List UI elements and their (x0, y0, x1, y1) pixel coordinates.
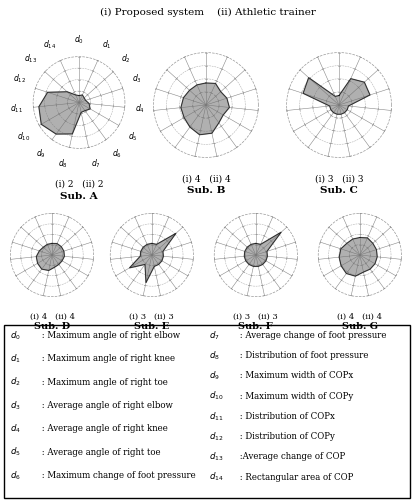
Text: Sub. C: Sub. C (320, 186, 358, 195)
Text: :Average change of COP: :Average change of COP (238, 452, 346, 462)
Text: $d_8$: $d_8$ (209, 350, 220, 362)
Text: : Average angle of right toe: : Average angle of right toe (39, 448, 160, 456)
Text: $d_5$: $d_5$ (10, 446, 21, 458)
Text: (i) 3   (ii) 3: (i) 3 (ii) 3 (129, 312, 174, 320)
Text: Sub. B: Sub. B (187, 186, 225, 195)
Polygon shape (339, 238, 377, 276)
Text: : Distribution of COPx: : Distribution of COPx (238, 412, 335, 421)
Text: $d_{12}$: $d_{12}$ (209, 430, 223, 443)
Text: $d_1$: $d_1$ (102, 39, 111, 52)
Text: : Distribution of foot pressure: : Distribution of foot pressure (238, 351, 369, 360)
Text: $d_9$: $d_9$ (36, 148, 46, 160)
Text: $d_6$: $d_6$ (10, 469, 21, 482)
Text: $d_{10}$: $d_{10}$ (209, 390, 224, 402)
Text: $d_4$: $d_4$ (135, 102, 145, 115)
Text: : Maximum width of COPy: : Maximum width of COPy (238, 392, 354, 400)
Text: (i) 2   (ii) 2: (i) 2 (ii) 2 (55, 180, 103, 188)
Text: Sub. G: Sub. G (342, 322, 378, 331)
Text: $d_1$: $d_1$ (10, 352, 21, 365)
Text: $d_{14}$: $d_{14}$ (43, 39, 56, 52)
Text: $d_0$: $d_0$ (10, 329, 21, 342)
Text: : Maximum width of COPx: : Maximum width of COPx (238, 372, 354, 380)
Text: $d_5$: $d_5$ (128, 130, 137, 143)
Text: (i) 4   (ii) 4: (i) 4 (ii) 4 (181, 175, 230, 184)
Text: (i) 4   (ii) 4: (i) 4 (ii) 4 (337, 312, 382, 320)
Text: $d_{10}$: $d_{10}$ (17, 130, 30, 143)
Text: (i) 3   (ii) 3: (i) 3 (ii) 3 (233, 312, 278, 320)
Text: : Average change of foot pressure: : Average change of foot pressure (238, 331, 387, 340)
Polygon shape (181, 83, 229, 135)
Text: : Rectangular area of COP: : Rectangular area of COP (238, 472, 354, 482)
Text: $d_{11}$: $d_{11}$ (10, 102, 23, 115)
Text: $d_{13}$: $d_{13}$ (209, 450, 224, 463)
Text: $d_2$: $d_2$ (121, 52, 130, 65)
Text: $d_4$: $d_4$ (10, 422, 21, 435)
Text: $d_{11}$: $d_{11}$ (209, 410, 223, 422)
Text: (i) Proposed system    (ii) Athletic trainer: (i) Proposed system (ii) Athletic traine… (100, 8, 316, 16)
Text: : Average angle of right elbow: : Average angle of right elbow (39, 401, 173, 410)
Text: $d_7$: $d_7$ (209, 329, 220, 342)
Text: $d_6$: $d_6$ (112, 148, 122, 160)
Text: $d_2$: $d_2$ (10, 376, 21, 388)
Polygon shape (244, 232, 281, 266)
Text: $d_{12}$: $d_{12}$ (12, 72, 26, 85)
Text: Sub. A: Sub. A (60, 192, 98, 200)
Text: : Maximum change of foot pressure: : Maximum change of foot pressure (39, 471, 196, 480)
Polygon shape (36, 244, 64, 270)
Polygon shape (303, 78, 370, 114)
Polygon shape (39, 92, 90, 134)
Text: (i) 3   (ii) 3: (i) 3 (ii) 3 (315, 175, 363, 184)
Text: : Maximum angle of right elbow: : Maximum angle of right elbow (39, 331, 180, 340)
Text: $d_9$: $d_9$ (209, 370, 220, 382)
Text: Sub. E: Sub. E (134, 322, 169, 331)
Text: : Distribution of COPy: : Distribution of COPy (238, 432, 335, 441)
Text: : Average angle of right knee: : Average angle of right knee (39, 424, 168, 434)
Text: $d_8$: $d_8$ (57, 158, 67, 170)
Text: $d_0$: $d_0$ (74, 34, 84, 46)
Text: Sub. D: Sub. D (34, 322, 70, 331)
Polygon shape (129, 234, 176, 282)
Text: : Maximum angle of right toe: : Maximum angle of right toe (39, 378, 168, 386)
Text: (i) 4   (ii) 4: (i) 4 (ii) 4 (30, 312, 74, 320)
Text: : Maximum angle of right knee: : Maximum angle of right knee (39, 354, 175, 363)
Text: Sub. F: Sub. F (238, 322, 273, 331)
Text: $d_{14}$: $d_{14}$ (209, 471, 224, 484)
Text: $d_3$: $d_3$ (132, 72, 142, 85)
Text: $d_7$: $d_7$ (91, 158, 101, 170)
Text: $d_{13}$: $d_{13}$ (24, 52, 37, 65)
Text: $d_3$: $d_3$ (10, 399, 21, 411)
